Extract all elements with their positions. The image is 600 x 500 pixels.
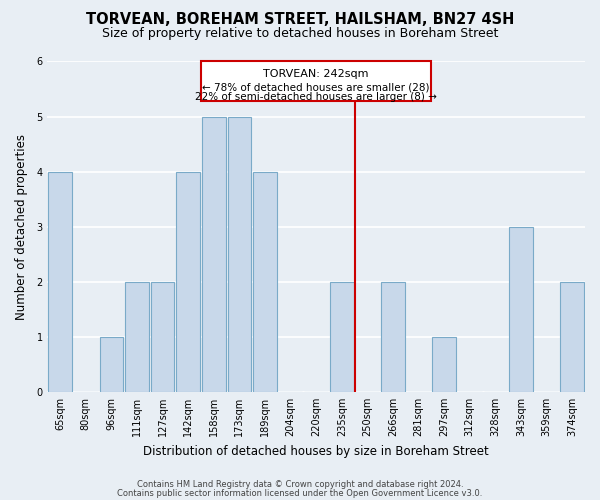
Bar: [176, 172, 200, 392]
Text: TORVEAN: 242sqm: TORVEAN: 242sqm: [263, 68, 369, 78]
Text: TORVEAN, BOREHAM STREET, HAILSHAM, BN27 4SH: TORVEAN, BOREHAM STREET, HAILSHAM, BN27 …: [86, 12, 514, 28]
Bar: [49, 172, 72, 392]
Bar: [253, 172, 277, 392]
Bar: [560, 282, 584, 392]
Text: Size of property relative to detached houses in Boreham Street: Size of property relative to detached ho…: [102, 28, 498, 40]
Text: ← 78% of detached houses are smaller (28): ← 78% of detached houses are smaller (28…: [202, 82, 430, 92]
Bar: [227, 116, 251, 392]
X-axis label: Distribution of detached houses by size in Boreham Street: Distribution of detached houses by size …: [143, 444, 489, 458]
Y-axis label: Number of detached properties: Number of detached properties: [15, 134, 28, 320]
Bar: [201, 62, 431, 101]
Bar: [100, 337, 123, 392]
Bar: [202, 116, 226, 392]
Text: 22% of semi-detached houses are larger (8) →: 22% of semi-detached houses are larger (…: [195, 92, 437, 102]
Bar: [509, 226, 533, 392]
Text: Contains public sector information licensed under the Open Government Licence v3: Contains public sector information licen…: [118, 489, 482, 498]
Bar: [381, 282, 405, 392]
Bar: [151, 282, 175, 392]
Text: Contains HM Land Registry data © Crown copyright and database right 2024.: Contains HM Land Registry data © Crown c…: [137, 480, 463, 489]
Bar: [125, 282, 149, 392]
Bar: [330, 282, 353, 392]
Bar: [433, 337, 456, 392]
